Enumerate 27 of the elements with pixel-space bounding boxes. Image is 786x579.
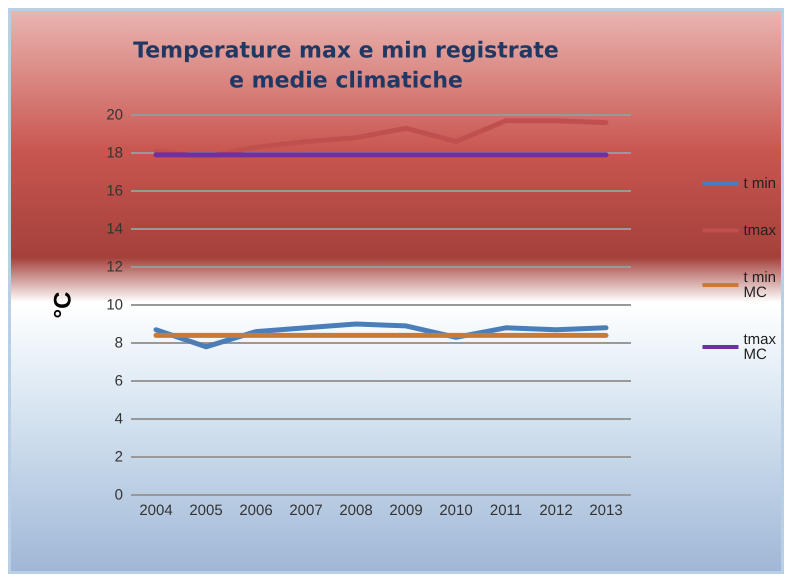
y-tick-label: 6 (114, 372, 123, 390)
y-tick-label: 10 (106, 296, 123, 314)
chart-title: Temperature max e min registrate e medie climatiche (133, 38, 559, 94)
y-axis-title: °C (50, 292, 76, 318)
x-tick-label: 2013 (589, 502, 623, 519)
x-tick-label: 2009 (389, 502, 423, 519)
y-tick-label: 0 (114, 486, 123, 504)
y-tick-label: 20 (106, 106, 123, 124)
legend-label: t min (743, 175, 776, 192)
y-tick-label: 12 (106, 258, 123, 276)
x-tick-label: 2007 (289, 502, 323, 519)
x-tick-label: 2008 (339, 502, 373, 519)
x-tick-label: 2010 (439, 502, 473, 519)
y-tick-label: 18 (106, 144, 123, 162)
y-tick-label: 4 (114, 410, 123, 428)
x-tick-label: 2011 (490, 502, 522, 519)
y-tick-label: 16 (106, 182, 123, 200)
y-tick-label: 14 (106, 220, 123, 238)
x-tick-label: 2012 (539, 502, 573, 519)
legend-label: tmax (743, 222, 776, 239)
y-tick-label: 2 (114, 448, 123, 466)
legend-label: tmax MC (743, 331, 776, 363)
legend-label: t min MC (743, 269, 776, 301)
x-tick-label: 2006 (239, 502, 273, 519)
x-tick-label: 2004 (139, 502, 173, 519)
y-tick-label: 8 (114, 334, 123, 352)
x-tick-label: 2005 (189, 502, 223, 519)
